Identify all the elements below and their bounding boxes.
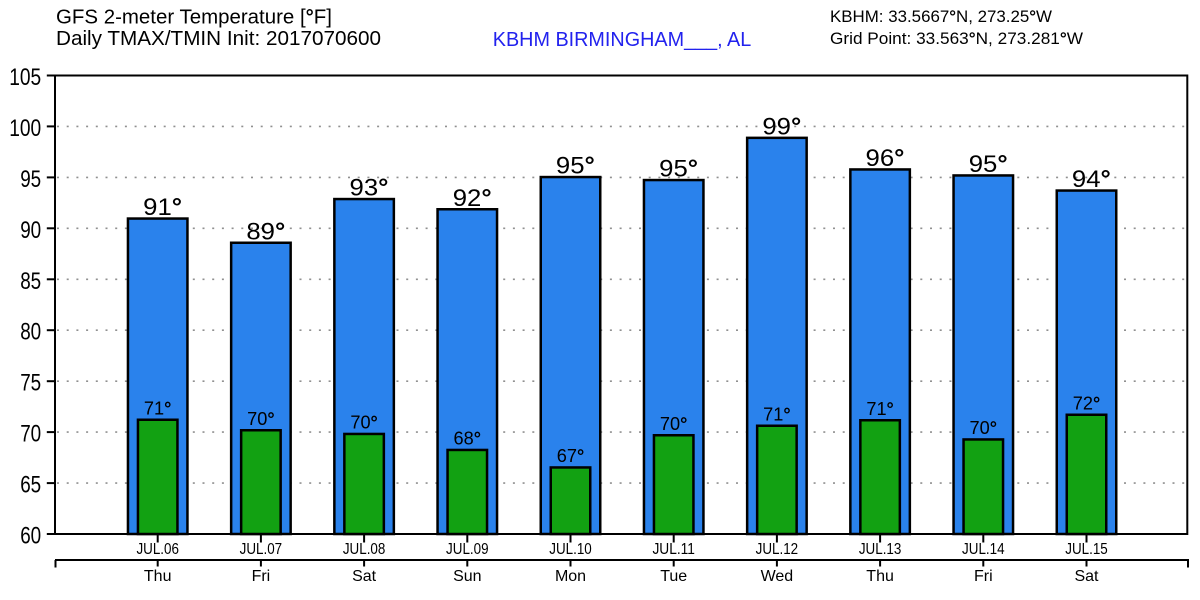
svg-text:JUL.07: JUL.07 <box>240 541 283 558</box>
svg-text:100: 100 <box>9 115 41 142</box>
svg-text:72°: 72° <box>1073 393 1101 413</box>
svg-text:Tue: Tue <box>660 568 687 585</box>
svg-text:Sun: Sun <box>453 568 481 585</box>
svg-text:70°: 70° <box>660 414 688 434</box>
svg-text:94°: 94° <box>1072 166 1111 193</box>
svg-text:70°: 70° <box>350 413 378 433</box>
svg-text:Wed: Wed <box>761 568 794 585</box>
svg-text:71°: 71° <box>144 398 172 418</box>
svg-text:90: 90 <box>20 217 41 244</box>
svg-text:JUL.10: JUL.10 <box>549 541 592 558</box>
svg-text:KBHM BIRMINGHAM___, AL: KBHM BIRMINGHAM___, AL <box>493 29 752 51</box>
svg-text:Sat: Sat <box>1074 568 1099 585</box>
svg-text:Mon: Mon <box>555 568 586 585</box>
svg-text:JUL.14: JUL.14 <box>962 541 1005 558</box>
svg-text:Sat: Sat <box>352 568 377 585</box>
svg-text:75: 75 <box>20 370 41 397</box>
svg-text:JUL.06: JUL.06 <box>136 541 179 558</box>
svg-text:70: 70 <box>20 421 41 448</box>
svg-text:105: 105 <box>9 64 41 91</box>
svg-text:80: 80 <box>20 319 41 346</box>
svg-text:95°: 95° <box>556 153 595 180</box>
svg-text:96°: 96° <box>866 145 905 172</box>
svg-text:Fri: Fri <box>974 568 993 585</box>
svg-text:Grid Point: 33.563°N, 273.281°: Grid Point: 33.563 °N, 273.281 °W <box>830 30 1083 48</box>
svg-text:89°: 89° <box>246 218 285 245</box>
svg-text:67°: 67° <box>557 446 585 466</box>
svg-text:GFS 2-meter Temperature [°F]: GFS 2-meter Temperature [°F] <box>56 6 332 28</box>
svg-text:93°: 93° <box>350 175 389 202</box>
svg-text:95°: 95° <box>969 151 1008 178</box>
svg-text:85: 85 <box>20 268 41 295</box>
svg-text:95°: 95° <box>659 156 698 183</box>
svg-text:91°: 91° <box>143 194 182 221</box>
svg-text:95: 95 <box>20 166 41 193</box>
svg-text:Fri: Fri <box>252 568 271 585</box>
svg-text:70°: 70° <box>970 418 998 438</box>
svg-text:Daily TMAX/TMIN Init: 20170706: Daily TMAX/TMIN Init: 2017070600 <box>56 28 381 50</box>
svg-text:60: 60 <box>20 523 41 550</box>
svg-text:68°: 68° <box>454 429 482 449</box>
svg-text:Thu: Thu <box>144 568 172 585</box>
svg-text:JUL.15: JUL.15 <box>1065 541 1108 558</box>
svg-text:JUL.11: JUL.11 <box>652 541 695 558</box>
svg-text:KBHM: 33.5667°N, 273.25°W: KBHM: 33.5667 °N, 273.25 °W <box>830 8 1052 26</box>
svg-text:JUL.09: JUL.09 <box>446 541 489 558</box>
svg-text:99°: 99° <box>762 113 801 140</box>
svg-text:70°: 70° <box>247 409 275 429</box>
svg-text:JUL.13: JUL.13 <box>859 541 902 558</box>
svg-text:92°: 92° <box>453 185 492 212</box>
svg-text:JUL.08: JUL.08 <box>343 541 386 558</box>
svg-text:JUL.12: JUL.12 <box>756 541 799 558</box>
svg-text:71°: 71° <box>763 404 791 424</box>
svg-text:65: 65 <box>20 472 41 499</box>
svg-text:Thu: Thu <box>866 568 894 585</box>
svg-text:71°: 71° <box>866 399 894 419</box>
